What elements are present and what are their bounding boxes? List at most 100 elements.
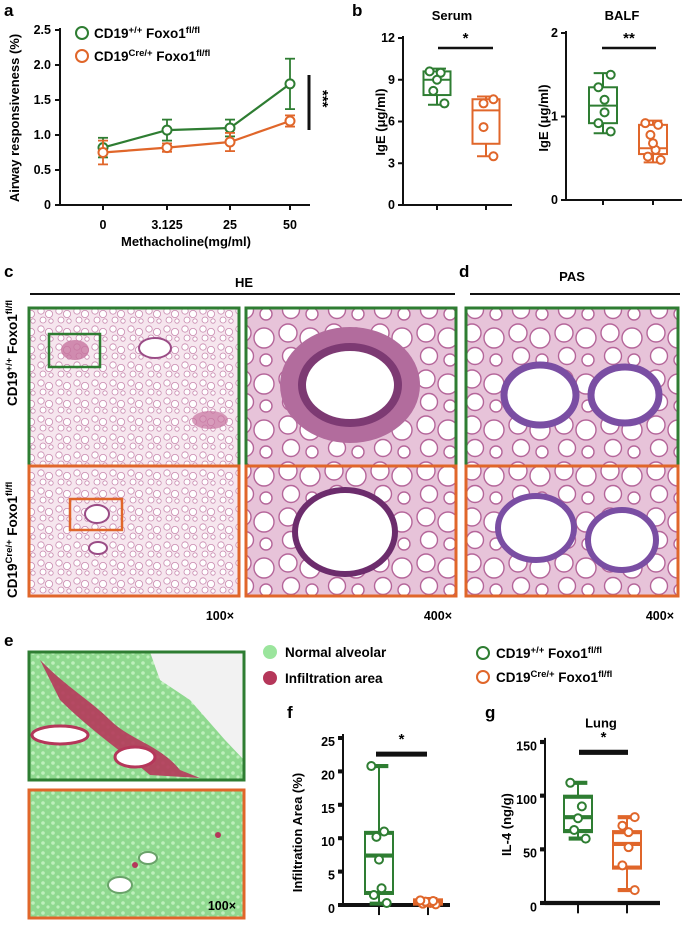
he-wt-100x-inset-target	[61, 340, 89, 360]
he-cre-400x-image	[244, 464, 458, 598]
data-point-b-serum	[488, 94, 499, 105]
he-cre-100x-vessel	[88, 541, 108, 555]
legend-fg-wt-marker	[476, 646, 490, 660]
y-tick-label-a: 2.5	[34, 23, 51, 37]
seg-wt-airway-2	[113, 745, 157, 769]
seg-cre-airway-2	[138, 851, 158, 865]
data-point-b-balf	[593, 118, 604, 129]
y-tick-label-f: 5	[328, 869, 335, 883]
series-line-a	[102, 83, 291, 149]
legend-fg-wt-base: CD19	[496, 646, 531, 661]
data-point-b-balf	[605, 126, 616, 137]
data-point-b-balf	[599, 94, 610, 105]
data-point-b-balf	[645, 129, 656, 140]
panel-label-c: c	[4, 262, 13, 281]
panel-label-e: e	[4, 631, 13, 650]
seg-wt-frame	[27, 650, 246, 782]
seg-cre-frame	[27, 788, 246, 920]
data-point-g	[565, 777, 576, 788]
row-wt-base: CD19	[5, 371, 20, 406]
chart-title-b-serum: Serum	[432, 8, 472, 23]
legend-a-cre-sup: Cre/+	[129, 48, 153, 59]
y-tick-label-g: 50	[523, 847, 537, 861]
legend-e-normal-label: Normal alveolar	[285, 645, 387, 660]
y-tick-label-g: 0	[530, 900, 537, 914]
pas-cre-400x-airway-2	[585, 507, 659, 573]
x-axis-label-a: Methacholine(mg/ml)	[121, 234, 251, 249]
y-tick-label-g: 100	[516, 793, 537, 807]
data-point-b-balf	[642, 151, 653, 162]
y-tick-label-a: 1.0	[34, 128, 51, 142]
legend-a-cre-base: CD19	[94, 49, 129, 64]
seg-wt-airway-1	[30, 724, 90, 746]
data-point-f	[371, 831, 382, 842]
data-point-g	[569, 825, 580, 836]
x-tick-label-a: 50	[283, 218, 297, 232]
he-cre-100x-final-tissue	[29, 466, 239, 596]
mag-he-cre-400x: 400×	[424, 609, 452, 623]
chart-title-g: Lung	[585, 716, 617, 731]
he-wt-zoom-box	[47, 332, 102, 369]
row-wt-gsup: fl/fl	[4, 300, 15, 314]
row-cre-sup: Cre/+	[4, 539, 15, 563]
legend-a-cre-gene: Foxo1	[153, 49, 197, 64]
y-tick-label-g: 150	[516, 739, 537, 753]
panel-label-g: g	[485, 703, 495, 722]
significance-f: *	[399, 731, 405, 748]
data-point-b-serum	[478, 98, 489, 109]
pas-cre-400x-image	[464, 464, 680, 598]
data-point-f	[381, 897, 392, 908]
y-tick-label-b-serum: 9	[388, 73, 395, 87]
legend-fg-cre-sup: Cre/+	[531, 669, 555, 680]
data-point-b-serum	[428, 85, 439, 96]
he-cre-400x-airway	[292, 487, 398, 577]
row-wt-gene: Foxo1	[5, 314, 20, 358]
data-point-f	[374, 854, 384, 865]
legend-a-wt-gene: Foxo1	[142, 26, 186, 41]
legend-fg-wt-sup: +/+	[531, 645, 545, 656]
legend-e-infiltration-marker	[263, 671, 277, 685]
data-point-b-serum	[435, 67, 446, 78]
legend-a-wt-label: CD19+/+ Foxo1fl/fl	[94, 25, 200, 41]
he-title: HE	[235, 275, 253, 290]
legend-fg-wt-gsup: fl/fl	[588, 645, 602, 656]
legend-a-cre-marker	[75, 49, 89, 63]
data-point-g	[629, 885, 640, 896]
y-axis-label-g: IL-4 (ng/g)	[499, 793, 514, 856]
data-point-g	[573, 813, 583, 824]
legend-a-wt-marker	[75, 26, 89, 40]
seg-cre-airway-1	[107, 876, 133, 894]
data-point-b-serum	[488, 151, 499, 162]
seg-cre-infiltrate-2	[215, 832, 221, 838]
y-axis-label-b-balf: IgE (μg/ml)	[536, 84, 551, 151]
pas-cre-400x-airway-1	[495, 493, 577, 563]
y-tick-label-a: 0	[44, 198, 51, 212]
legend-fg-cre-marker	[476, 670, 490, 684]
data-point-b-serum	[478, 122, 489, 133]
legend-e: Normal alveolar Infiltration area	[263, 645, 387, 686]
significance-b-balf: **	[623, 30, 635, 47]
pas-wt-400x-image	[464, 306, 680, 472]
data-point-f	[366, 761, 377, 772]
data-point-b-balf	[655, 154, 666, 165]
y-axis-label-a: Airway responsiveness (%)	[7, 34, 22, 202]
data-point-g	[629, 812, 640, 823]
row-cre-gsup: fl/fl	[4, 482, 15, 496]
he-wt-100x-infiltrate	[192, 411, 228, 429]
data-point-g	[576, 801, 587, 812]
x-ticks-a: 0 3.125 25 50	[100, 205, 297, 232]
y-tick-label-b-serum: 6	[388, 115, 395, 129]
legend-fg: CD19+/+ Foxo1fl/fl CD19Cre/+ Foxo1fl/fl	[476, 645, 612, 685]
he-cre-100x-airway	[84, 504, 110, 524]
he-cre-100x-frame	[27, 464, 241, 598]
significance-b-serum: *	[463, 30, 469, 47]
he-wt-400x-image	[244, 306, 458, 472]
data-point-b-balf	[605, 69, 616, 80]
panel-label-f: f	[287, 703, 293, 722]
data-point-a	[224, 136, 236, 148]
data-point-g	[623, 827, 634, 838]
data-point-b-balf	[653, 119, 664, 130]
pas-wt-400x-airway-1	[500, 361, 580, 429]
y-tick-label-b-serum: 0	[388, 198, 395, 212]
